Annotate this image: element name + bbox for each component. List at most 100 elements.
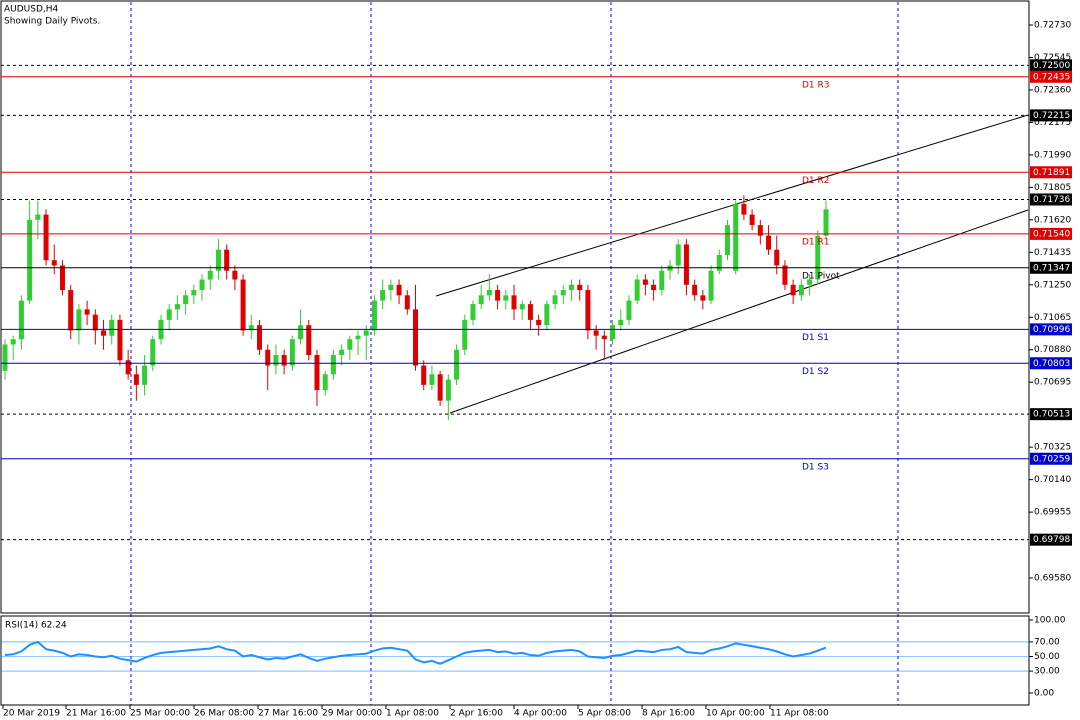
candle-body	[18, 300, 24, 340]
candle-body	[68, 290, 74, 331]
y-tick-label: 0.71435	[1034, 248, 1071, 258]
candle-body	[429, 374, 435, 385]
level-name: D1 S2	[802, 367, 829, 377]
candle-body	[724, 225, 730, 255]
candle-body	[601, 335, 607, 340]
candle-body	[174, 304, 180, 310]
candle-body	[76, 309, 82, 331]
candle-body	[552, 295, 558, 305]
candle-body	[322, 374, 328, 391]
x-tick-label: 20 Mar 2019	[3, 709, 60, 719]
candle-body	[59, 265, 65, 291]
candle-body	[486, 290, 492, 296]
candle-body	[642, 279, 648, 285]
y-tick-label: 0.71065	[1034, 313, 1071, 323]
y-tick-label: 0.69955	[1034, 508, 1071, 518]
candle-body	[109, 319, 115, 336]
candle-body	[790, 284, 796, 296]
candle-body	[2, 344, 8, 371]
level-label: 0.70259	[1033, 454, 1070, 464]
candle-body	[774, 249, 780, 266]
candle-body	[51, 260, 57, 266]
candle-body	[610, 325, 616, 340]
x-tick-label: 1 Apr 08:00	[386, 709, 439, 719]
candle-body	[815, 235, 821, 280]
level-label: 0.71891	[1033, 168, 1070, 178]
candle-body	[404, 295, 410, 310]
level-name: D1 S3	[802, 462, 829, 472]
candle-body	[224, 249, 230, 271]
level-label-box	[1030, 533, 1072, 546]
candle-body	[240, 279, 246, 331]
x-tick-label: 26 Mar 08:00	[194, 709, 254, 719]
x-tick-label: 29 Mar 00:00	[322, 709, 382, 719]
candle-body	[84, 309, 90, 315]
candle-body	[363, 330, 369, 336]
level-label: 0.71736	[1033, 195, 1070, 205]
candle-body	[92, 314, 98, 331]
x-tick-label: 5 Apr 08:00	[578, 709, 631, 719]
candle-body	[585, 290, 591, 331]
candle-body	[519, 304, 525, 310]
candle-body	[454, 349, 460, 380]
y-tick-label: 0.72360	[1034, 85, 1071, 95]
candle-body	[330, 355, 336, 375]
candle-body	[568, 284, 574, 291]
x-tick-label: 10 Apr 00:00	[706, 709, 765, 719]
candle-body	[183, 295, 189, 305]
candle-body	[35, 214, 41, 220]
rsi-title: RSI(14) 62.24	[5, 621, 67, 631]
candle-body	[207, 270, 213, 280]
candle-body	[462, 319, 468, 350]
candle-body	[708, 270, 714, 301]
candle-body	[298, 325, 304, 340]
level-label-box	[1030, 70, 1072, 83]
candle-body	[257, 325, 263, 350]
candle-body	[273, 355, 279, 366]
level-label: 0.72500	[1033, 61, 1070, 71]
candle-body	[396, 284, 402, 296]
y-tick-label: 0.70880	[1034, 345, 1071, 355]
candle-body	[43, 214, 49, 261]
candle-body	[191, 290, 197, 296]
x-tick-label: 21 Mar 16:00	[66, 709, 126, 719]
level-label: 0.72215	[1033, 111, 1070, 121]
rsi-line	[4, 640, 827, 665]
x-tick-label: 11 Apr 08:00	[770, 709, 829, 719]
candle-body	[413, 309, 418, 366]
level-label: 0.72435	[1033, 72, 1070, 82]
candle-body	[741, 204, 747, 215]
candle-body	[618, 319, 624, 326]
x-tick-label: 25 Mar 00:00	[130, 709, 190, 719]
candle-body	[511, 295, 517, 310]
candle-body	[634, 279, 640, 301]
candle-body	[437, 374, 443, 401]
candle-body	[347, 339, 353, 350]
candle-body	[536, 319, 542, 326]
x-tick-label: 4 Apr 00:00	[514, 709, 567, 719]
candle-body	[675, 244, 681, 266]
candle-body	[560, 290, 566, 296]
candle-body	[166, 309, 172, 320]
candle-body	[281, 355, 287, 366]
y-tick-label: 0.69580	[1034, 573, 1071, 583]
candle-body	[355, 335, 361, 340]
candle-body	[700, 295, 706, 301]
level-label-box	[1030, 109, 1072, 122]
candle-body	[766, 235, 772, 250]
candle-body	[421, 365, 427, 385]
chart-subtitle: Showing Daily Pivots.	[4, 17, 100, 27]
candle-body	[593, 330, 599, 336]
trend-lines	[435, 114, 1029, 414]
candle-body	[798, 284, 804, 296]
candle-body	[199, 279, 205, 291]
candle-body	[215, 249, 221, 271]
candle-body	[371, 300, 377, 331]
rsi-tick-label: 30.00	[1034, 667, 1060, 677]
candle-body	[683, 244, 689, 285]
candle-body	[659, 270, 665, 291]
level-label-box	[1030, 261, 1072, 274]
candle-body	[757, 225, 763, 236]
candle-body	[289, 339, 295, 366]
